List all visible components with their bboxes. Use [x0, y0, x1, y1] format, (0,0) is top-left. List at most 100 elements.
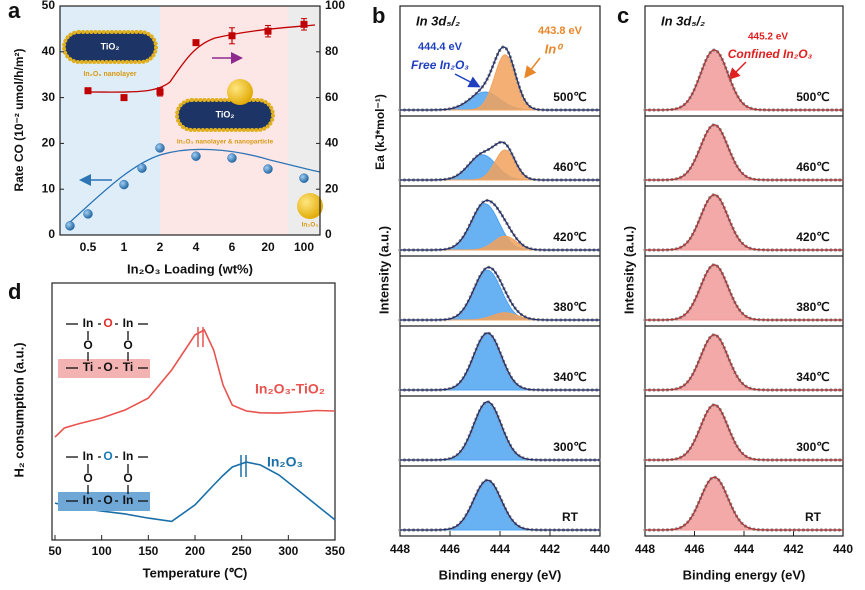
y-axis-label: Rate CO (10⁻² umol/h/m²): [12, 48, 26, 191]
atom-label: Ti: [83, 360, 93, 374]
envelope: [645, 194, 843, 251]
y-tick-label: 30: [42, 90, 56, 104]
x-tick-label: 20: [261, 240, 275, 254]
panel-label: b: [372, 3, 385, 28]
row-label: 460℃: [553, 160, 587, 174]
y2-tick-label: 40: [325, 136, 339, 150]
envelope: [400, 141, 600, 181]
row-label: RT: [805, 510, 822, 524]
x-tick-label: 2: [157, 240, 164, 254]
x-tick-label: 446: [684, 542, 704, 556]
y-tick-label: 40: [42, 44, 56, 58]
row-label: 380℃: [553, 300, 587, 314]
row-label: 380℃: [796, 300, 830, 314]
row-label: 340℃: [796, 370, 830, 384]
annotation: In₂O₃: [302, 222, 319, 229]
annotation: Free In₂O₃: [411, 58, 469, 72]
atom-label: Ti: [123, 360, 133, 374]
data-point: [65, 221, 75, 231]
y2-tick-label: 80: [325, 44, 339, 58]
data-point: [263, 164, 273, 174]
envelope: [400, 479, 600, 531]
data-point: [299, 173, 309, 183]
annotation: TiO₂: [216, 109, 235, 119]
x-tick-label: 200: [185, 544, 205, 558]
y2-tick-label: 60: [325, 90, 339, 104]
envelope: [645, 476, 843, 531]
atom-label: O: [123, 338, 132, 352]
row-label: RT: [562, 510, 579, 524]
row-label: 340℃: [553, 370, 587, 384]
envelope: [400, 199, 600, 251]
data-point: [156, 88, 164, 96]
atom-label: In: [83, 316, 94, 330]
atom-label: O: [83, 471, 92, 485]
atom-label: O: [123, 471, 132, 485]
envelope: [645, 124, 843, 181]
x-axis-label: In₂O₃ Loading (wt%): [127, 261, 253, 276]
envelope: [400, 266, 600, 321]
plot-frame: [59, 5, 321, 236]
in2o3-particle: [227, 79, 253, 105]
arrow: [524, 57, 541, 79]
tio2-nanolayer: [62, 30, 158, 64]
row-label: 460℃: [796, 160, 830, 174]
x-tick-label: 100: [92, 544, 112, 558]
y-axis-label: H₂ consumption (a.u.): [11, 342, 26, 477]
annotation: 444.4 eV: [418, 41, 463, 53]
x-tick-label: 50: [48, 544, 62, 558]
x-axis-label: Binding energy (eV): [683, 567, 806, 582]
annotation: 445.2 eV: [748, 32, 788, 43]
annotation: In₂O₃ nanolayer & nanoparticle: [177, 139, 274, 146]
x-axis-label: Temperature (℃): [143, 565, 248, 580]
arrow: [454, 73, 481, 88]
atom-label: In: [123, 493, 134, 507]
data-point: [191, 151, 201, 161]
data-point: [155, 143, 165, 153]
x-tick-label: 442: [783, 542, 803, 556]
data-point: [192, 39, 200, 47]
data-point: [227, 153, 237, 163]
data-point: [137, 163, 147, 173]
row-label: 300℃: [796, 440, 830, 454]
data-point: [83, 209, 93, 219]
x-tick-label: 150: [138, 544, 158, 558]
series-line: [54, 461, 336, 523]
atom-label: In: [83, 493, 94, 507]
envelope: [400, 332, 600, 391]
y2-tick-label: 0: [325, 227, 332, 241]
x-tick-label: 448: [635, 542, 655, 556]
data-point: [84, 87, 92, 95]
x-tick-label: 448: [390, 542, 410, 556]
fit-curve: [69, 148, 321, 223]
substrate-box: [58, 359, 150, 378]
tio2-nanoparticle: [175, 98, 275, 132]
y-tick-label: 0: [48, 227, 55, 241]
series-label: In₂O₃: [267, 454, 303, 470]
panel-title: In 3d₅/₂: [416, 13, 460, 28]
x-tick-label: 300: [278, 544, 298, 558]
x-tick-label: 6: [229, 240, 236, 254]
row-label: 500℃: [553, 90, 587, 104]
envelope: [645, 49, 843, 111]
envelope: [400, 401, 600, 461]
atom-label: O: [103, 360, 112, 374]
series-label: In₂O₃-TiO₂: [255, 381, 325, 397]
row-label: 300℃: [553, 440, 587, 454]
series-line: [54, 328, 336, 438]
atom-label: O: [83, 338, 92, 352]
y-axis-label: Intensity (a.u.): [621, 226, 636, 314]
atom-label: O: [103, 449, 112, 463]
annotation: In⁰: [545, 41, 565, 56]
annotation: Confined In₂O₃: [728, 47, 813, 61]
plot-frame: [51, 282, 336, 541]
panel-label: a: [8, 0, 21, 23]
row-label: 500℃: [796, 90, 830, 104]
atom-label: O: [103, 493, 112, 507]
atom-label: In: [123, 316, 134, 330]
x-tick-label: 1: [121, 240, 128, 254]
envelope: [645, 404, 843, 461]
substrate-box: [58, 492, 150, 511]
in2o3-particle: [297, 193, 323, 219]
y2-tick-label: 20: [325, 181, 339, 195]
